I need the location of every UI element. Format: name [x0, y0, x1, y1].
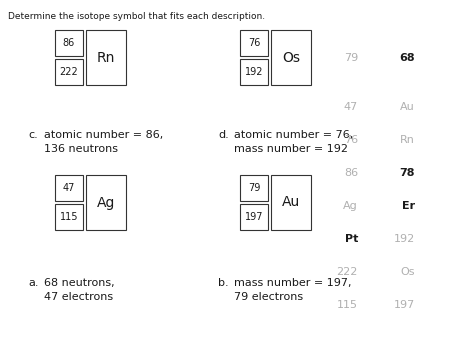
Bar — [240, 59, 268, 85]
Text: 79: 79 — [248, 183, 260, 193]
Text: 86: 86 — [344, 168, 358, 178]
Text: 136 neutrons: 136 neutrons — [44, 144, 118, 154]
Text: 115: 115 — [337, 300, 358, 310]
Text: 78: 78 — [400, 168, 415, 178]
Text: atomic number = 76,: atomic number = 76, — [234, 130, 353, 140]
Text: 79: 79 — [344, 53, 358, 63]
Text: 86: 86 — [63, 38, 75, 48]
Bar — [271, 30, 311, 85]
Bar — [240, 30, 268, 56]
Text: c.: c. — [28, 130, 38, 140]
Bar — [55, 175, 83, 201]
Bar — [55, 30, 83, 56]
Text: 115: 115 — [60, 212, 78, 222]
Text: mass number = 197,: mass number = 197, — [234, 278, 352, 288]
Text: 197: 197 — [245, 212, 263, 222]
Bar — [86, 175, 126, 230]
Text: Pt: Pt — [345, 234, 358, 244]
Text: b.: b. — [218, 278, 228, 288]
Text: 192: 192 — [394, 234, 415, 244]
Text: 79 electrons: 79 electrons — [234, 292, 303, 302]
Bar — [55, 204, 83, 230]
Text: 197: 197 — [394, 300, 415, 310]
Bar — [86, 30, 126, 85]
Bar — [240, 204, 268, 230]
Text: Ag: Ag — [343, 201, 358, 211]
Bar — [271, 175, 311, 230]
Bar — [240, 175, 268, 201]
Text: Au: Au — [282, 196, 300, 210]
Text: d.: d. — [218, 130, 229, 140]
Text: Os: Os — [282, 51, 300, 64]
Text: a.: a. — [28, 278, 38, 288]
Text: 47 electrons: 47 electrons — [44, 292, 113, 302]
Text: Determine the isotope symbol that fits each description.: Determine the isotope symbol that fits e… — [8, 12, 265, 21]
Text: atomic number = 86,: atomic number = 86, — [44, 130, 163, 140]
Text: 76: 76 — [248, 38, 260, 48]
Text: 47: 47 — [344, 102, 358, 112]
Text: Er: Er — [402, 201, 415, 211]
Text: Os: Os — [401, 267, 415, 277]
Text: Au: Au — [400, 102, 415, 112]
Text: 222: 222 — [337, 267, 358, 277]
Text: 68 neutrons,: 68 neutrons, — [44, 278, 115, 288]
Text: 47: 47 — [63, 183, 75, 193]
Text: mass number = 192: mass number = 192 — [234, 144, 348, 154]
Text: Rn: Rn — [400, 135, 415, 145]
Text: 76: 76 — [344, 135, 358, 145]
Text: Rn: Rn — [97, 51, 115, 64]
Text: 192: 192 — [245, 67, 263, 77]
Text: 222: 222 — [60, 67, 78, 77]
Text: Ag: Ag — [97, 196, 115, 210]
Bar — [55, 59, 83, 85]
Text: 68: 68 — [400, 53, 415, 63]
